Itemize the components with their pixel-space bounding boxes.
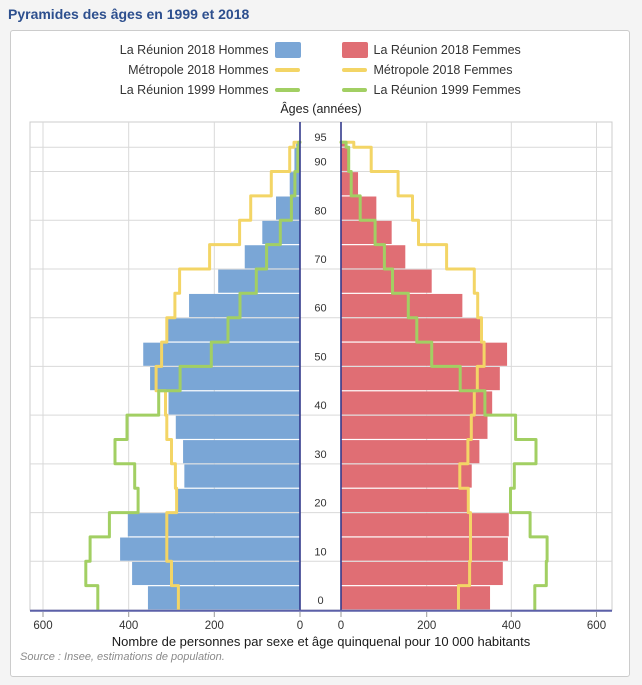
bar-right-85-89 [341, 172, 359, 196]
bar-left-65-69 [218, 269, 300, 293]
bar-left-60-64 [189, 293, 300, 318]
bar-right-70-74 [341, 245, 406, 269]
legend-row-2018: La Réunion 2018 Hommes La Réunion 2018 F… [10, 40, 632, 60]
bar-left-25-29 [184, 464, 300, 488]
legend-row-1999: La Réunion 1999 Hommes La Réunion 1999 F… [10, 80, 632, 100]
bar-left-20-24 [176, 488, 300, 512]
age-tick-label: 70 [314, 254, 326, 266]
age-tick-label: 10 [314, 546, 326, 558]
bar-right-30-34 [341, 440, 480, 464]
bar-right-20-24 [341, 488, 469, 512]
age-tick-label: 20 [314, 498, 326, 510]
x-tick-label: 0 [338, 620, 344, 632]
age-tick-label: 80 [314, 205, 326, 217]
legend-label-reunion-2018-hommes: La Réunion 2018 Hommes [119, 43, 269, 57]
x-tick-label: 0 [297, 620, 303, 632]
bar-right-15-19 [341, 513, 509, 537]
legend-swatch-metropole-2018-femmes [342, 68, 367, 72]
x-tick-label: 400 [502, 620, 521, 632]
bar-right-95+ [341, 142, 347, 147]
bar-left-15-19 [127, 513, 300, 537]
bar-right-60-64 [341, 293, 463, 318]
age-tick-label: 60 [314, 303, 326, 315]
legend-label-metropole-2018-femmes: Métropole 2018 Femmes [373, 63, 513, 77]
legend-label-reunion-1999-femmes: La Réunion 1999 Femmes [373, 83, 521, 97]
legend-label-reunion-1999-hommes: La Réunion 1999 Hommes [119, 83, 269, 97]
bar-right-10-14 [341, 537, 508, 561]
bar-right-50-54 [341, 342, 508, 366]
x-tick-label: 200 [205, 620, 224, 632]
step-line-right-1999 [339, 140, 549, 612]
bar-right-35-39 [341, 415, 488, 439]
bar-left-55-59 [167, 318, 300, 342]
page-title: Pyramides des âges en 1999 et 2018 [8, 6, 250, 22]
bar-right-65-69 [341, 269, 432, 293]
bar-left-50-54 [143, 342, 300, 366]
bar-left-5-9 [132, 561, 300, 586]
bar-left-80-84 [276, 196, 300, 220]
x-tick-label: 600 [587, 620, 606, 632]
age-tick-label: 50 [314, 351, 326, 363]
bar-right-5-9 [341, 561, 503, 586]
bar-right-90-94 [341, 147, 350, 171]
step-line-right-metropole [339, 140, 486, 612]
legend-swatch-metropole-2018-hommes [275, 68, 300, 72]
bar-right-80-84 [341, 196, 377, 220]
bar-left-30-34 [183, 440, 300, 464]
x-tick-label: 600 [33, 620, 52, 632]
age-tick-label: 90 [314, 157, 326, 169]
x-tick-label: 400 [119, 620, 138, 632]
age-tick-label: 0 [317, 595, 323, 607]
bar-right-40-44 [341, 391, 493, 415]
source-note: Source : Insee, estimations de populatio… [20, 651, 225, 663]
legend: La Réunion 2018 Hommes La Réunion 2018 F… [10, 40, 632, 100]
bar-left-35-39 [175, 415, 300, 439]
bar-left-45-49 [150, 367, 300, 391]
x-tick-label: 200 [417, 620, 436, 632]
step-line-left-1999 [84, 140, 302, 612]
bar-right-75-79 [341, 220, 392, 245]
legend-swatch-reunion-2018-femmes [341, 42, 368, 58]
bar-right-25-29 [341, 464, 472, 488]
legend-label-metropole-2018-hommes: Métropole 2018 Hommes [128, 63, 269, 77]
legend-swatch-reunion-1999-femmes [342, 88, 367, 92]
legend-label-reunion-2018-femmes: La Réunion 2018 Femmes [373, 43, 521, 57]
step-line-left-metropole [154, 140, 302, 612]
legend-row-metropole-2018: Métropole 2018 Hommes Métropole 2018 Fem… [10, 60, 632, 80]
bar-left-70-74 [244, 245, 300, 269]
chart-card [10, 30, 630, 677]
x-axis-title: Nombre de personnes par sexe et âge quin… [111, 634, 531, 649]
legend-swatch-reunion-1999-hommes [275, 88, 300, 92]
age-tick-label: 30 [314, 449, 326, 461]
bar-right-55-59 [341, 318, 482, 342]
bar-left-40-44 [168, 391, 300, 415]
bar-left-0-4 [147, 586, 300, 610]
legend-swatch-reunion-2018-hommes [274, 42, 301, 58]
bar-right-0-4 [341, 586, 491, 610]
age-tick-label: 95 [314, 132, 326, 144]
bar-left-10-14 [120, 537, 300, 561]
age-tick-label: 40 [314, 400, 326, 412]
ages-axis-title: Âges (années) [280, 102, 362, 116]
